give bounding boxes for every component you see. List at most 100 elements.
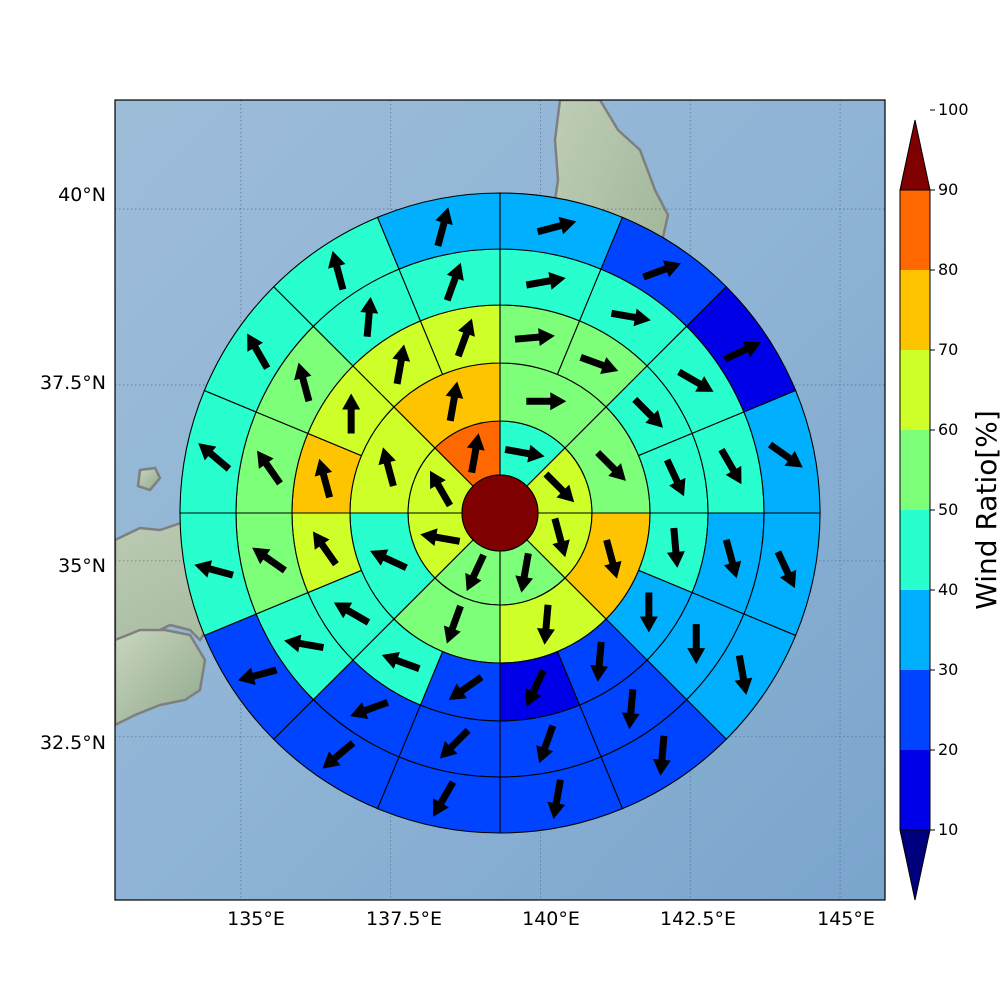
wind-direction-arrow xyxy=(722,538,742,579)
colorbar-ticks: 10 20 30 40 50 60 70 80 90 100 xyxy=(930,100,969,839)
wind-direction-arrow xyxy=(247,333,271,370)
colorbar-tick-label: 40 xyxy=(938,580,958,599)
wind-direction-arrow xyxy=(621,688,640,730)
colorbar-tick-label: 20 xyxy=(938,740,958,759)
wind-direction-arrow xyxy=(322,740,356,769)
colorbar-title: Wind Ratio[%] xyxy=(970,410,1000,610)
colorbar: 10 20 30 40 50 60 70 80 90 100 Wind Ratio[%] xyxy=(899,100,1000,901)
x-tick-label: 140°E xyxy=(522,908,580,930)
colorbar-extend-max xyxy=(899,119,931,191)
wind-direction-arrow xyxy=(392,344,411,385)
wind-direction-arrow xyxy=(579,354,619,374)
wind-direction-arrow xyxy=(333,602,371,626)
wind-direction-arrow xyxy=(378,447,397,487)
wind-direction-arrow xyxy=(632,396,663,428)
wind-direction-arrow xyxy=(536,604,555,645)
wind-direction-arrow xyxy=(687,624,706,665)
colorbar-tick-label: 90 xyxy=(938,180,958,199)
wind-direction-arrow xyxy=(294,362,313,403)
x-tick-label: 137.5°E xyxy=(366,908,442,930)
wind-direction-arrow xyxy=(639,592,658,633)
colorbar-swatch xyxy=(900,190,930,270)
wind-direction-arrow xyxy=(328,250,347,291)
y-tick-label: 32.5°N xyxy=(40,732,106,754)
colorbar-tick-label: 100 xyxy=(938,100,969,119)
colorbar-swatches xyxy=(899,119,931,901)
wind-direction-arrow xyxy=(466,433,485,474)
wind-direction-arrow xyxy=(381,652,421,672)
wind-direction-arrow xyxy=(590,641,609,682)
wind-direction-arrow xyxy=(465,553,487,592)
wind-direction-arrow xyxy=(526,392,567,411)
wind-direction-arrow xyxy=(718,447,742,485)
wind-direction-arrow xyxy=(252,547,287,574)
wind-direction-arrow xyxy=(603,539,622,579)
wind-direction-arrow xyxy=(439,727,471,759)
wind-direction-arrow xyxy=(551,517,570,558)
wind-direction-arrow xyxy=(642,260,682,281)
wind-sector-grid xyxy=(179,192,821,834)
wind-direction-arrow xyxy=(767,441,803,468)
wind-direction-arrow xyxy=(420,528,461,547)
y-axis: 40°N 37.5°N 35°N 32.5°N xyxy=(40,184,106,754)
x-tick-label: 145°E xyxy=(817,908,875,930)
wind-direction-arrow xyxy=(454,318,475,358)
wind-direction-arrow xyxy=(595,450,626,481)
wind-direction-arrow xyxy=(525,271,566,290)
wind-direction-arrow xyxy=(774,550,797,589)
land-oki xyxy=(136,466,162,492)
colorbar-tick-label: 50 xyxy=(938,500,958,519)
wind-direction-arrow xyxy=(547,779,566,820)
y-tick-label: 40°N xyxy=(58,184,106,206)
colorbar-swatch xyxy=(900,670,930,750)
land-shikoku-kii xyxy=(115,628,207,727)
wind-direction-arrow xyxy=(723,340,761,363)
wind-direction-arrow xyxy=(610,308,651,327)
y-tick-label: 35°N xyxy=(58,555,106,577)
colorbar-swatch xyxy=(900,750,930,830)
wind-direction-arrow xyxy=(445,381,464,422)
wind-direction-arrow xyxy=(652,735,671,776)
wind-direction-arrow xyxy=(433,780,457,817)
center-calm-disc xyxy=(461,474,539,552)
wind-direction-arrow xyxy=(536,216,577,236)
wind-arrows xyxy=(194,207,803,820)
wind-direction-arrow xyxy=(284,634,325,653)
wind-direction-arrow xyxy=(536,724,557,764)
wind-direction-arrow xyxy=(360,296,379,338)
colorbar-swatch xyxy=(900,430,930,510)
wind-direction-arrow xyxy=(370,549,408,571)
wind-direction-arrow xyxy=(194,560,234,579)
wind-direction-arrow xyxy=(514,328,555,347)
colorbar-swatch xyxy=(900,510,930,590)
plot-area xyxy=(114,99,886,901)
wind-direction-arrow xyxy=(237,666,278,685)
wind-direction-arrow xyxy=(543,471,575,503)
wind-direction-arrow xyxy=(434,207,453,247)
colorbar-tick-label: 30 xyxy=(938,660,958,679)
colorbar-swatch xyxy=(900,270,930,350)
colorbar-tick-label: 80 xyxy=(938,260,958,279)
wind-direction-arrow xyxy=(350,699,389,720)
wind-direction-arrow xyxy=(666,527,685,568)
colorbar-tick-label: 60 xyxy=(938,420,958,439)
colorbar-tick-label: 10 xyxy=(938,820,958,839)
wind-direction-arrow xyxy=(312,531,339,567)
wind-direction-arrow xyxy=(663,458,686,497)
colorbar-swatch xyxy=(900,590,930,670)
colorbar-swatch xyxy=(900,350,930,430)
wind-direction-arrow xyxy=(525,668,547,707)
colorbar-tick-label: 70 xyxy=(938,340,958,359)
wind-direction-arrow xyxy=(257,450,283,486)
wind-direction-arrow xyxy=(198,443,232,472)
x-axis: 135°E 137.5°E 140°E 142.5°E 145°E xyxy=(227,908,875,930)
plot-frame xyxy=(114,99,886,901)
colorbar-extend-min xyxy=(899,829,931,901)
wind-direction-arrow xyxy=(448,674,484,701)
wind-direction-arrow xyxy=(443,604,464,644)
y-tick-label: 37.5°N xyxy=(40,372,106,394)
wind-direction-arrow xyxy=(314,458,333,499)
wind-direction-arrow xyxy=(677,368,714,392)
wind-direction-arrow xyxy=(342,393,361,434)
